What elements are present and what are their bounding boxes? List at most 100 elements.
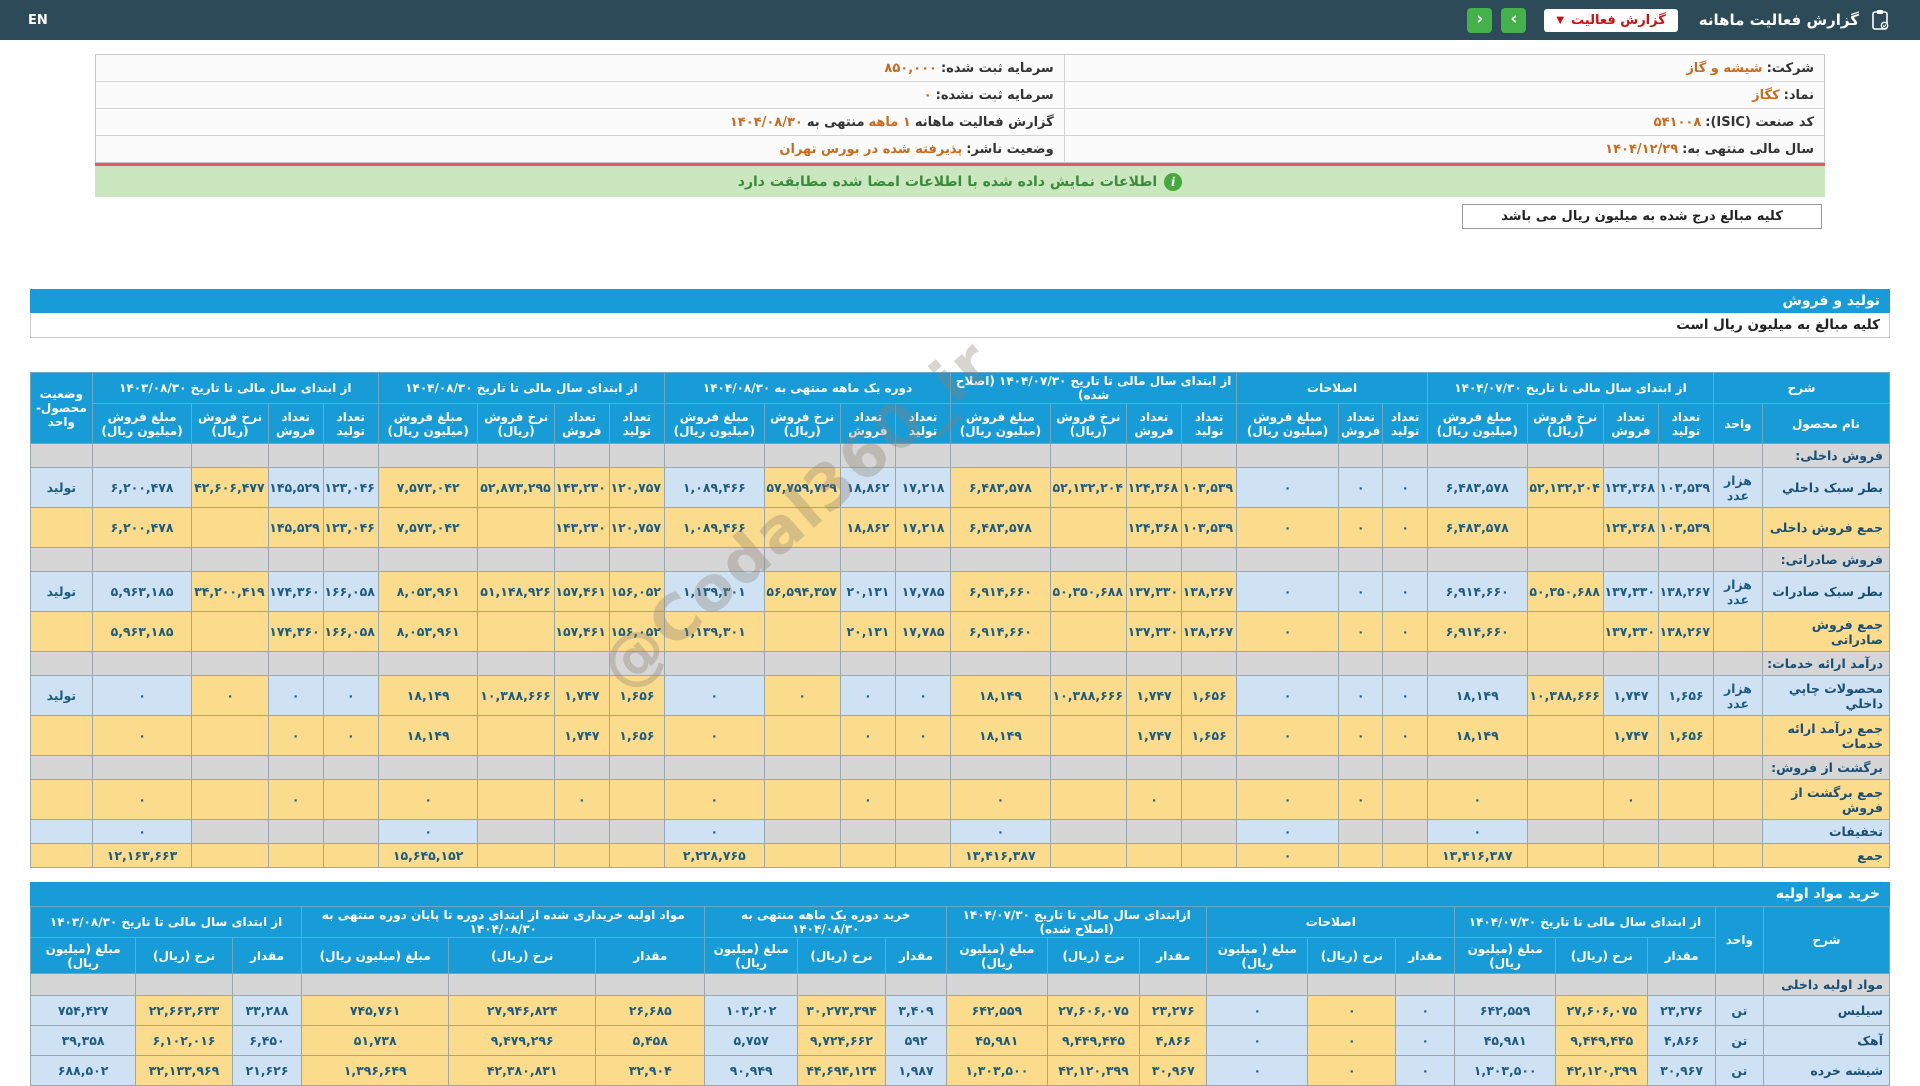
info-field-label: سرمایه ثبت نشده:: [935, 87, 1054, 103]
value-cell: ۱,۷۴۷: [1125, 675, 1183, 716]
value-cell: ۲۱,۶۲۶: [231, 1055, 303, 1086]
table-row: جمع برگشت از فروش ۰ ۰ ۰ ۰ ۰ ۰ ۰ ۰ ۰ ۰ ۰ ۰: [30, 779, 1891, 820]
info-field: سرمایه ثبت شده: ۸۵۰,۰۰۰: [96, 55, 1064, 81]
empty-cell: [322, 443, 379, 468]
value-cell: ۱۰,۳۸۸,۶۶۶: [1049, 675, 1128, 716]
value-cell: ۱,۷۴۷: [553, 715, 610, 756]
info-field-value: ۱۴۰۴/۱۲/۲۹: [1605, 141, 1679, 157]
next-report-button[interactable]: ›: [1501, 7, 1527, 33]
value-cell: [30, 611, 93, 652]
row-label-cell: بطر سبک صادرات: [1761, 571, 1891, 612]
company-info-row: شرکت: شیشه و گاز سرمایه ثبت شده: ۸۵۰,۰۰۰: [96, 55, 1824, 82]
report-type-dropdown[interactable]: گزارش فعالیت ▼: [1544, 8, 1678, 32]
value-cell: [1181, 779, 1238, 820]
value-cell: [608, 779, 665, 820]
value-cell: ۰: [950, 819, 1051, 844]
value-cell: ۶۴۲,۵۵۹: [945, 995, 1048, 1026]
empty-cell: [894, 651, 952, 676]
value-cell: ۱۳۸,۲۶۷: [1657, 571, 1715, 612]
value-cell: هزار عدد: [1713, 467, 1763, 508]
value-cell: [1713, 819, 1763, 844]
column-header: مبلغ فروش (میلیون ریال): [663, 403, 765, 444]
empty-cell: [1181, 651, 1238, 676]
empty-cell: [377, 547, 479, 572]
column-header: نرخ (ریال): [1555, 937, 1649, 974]
value-cell: ۰: [91, 675, 193, 716]
empty-cell: [1657, 443, 1715, 468]
value-cell: ۰: [839, 779, 896, 820]
value-cell: ۰: [1382, 675, 1428, 716]
previous-report-button[interactable]: ‹: [1467, 7, 1493, 33]
empty-cell: [1526, 651, 1604, 676]
empty-cell: [377, 651, 479, 676]
info-field-label: شرکت:: [1766, 60, 1814, 76]
value-cell: ۲۰,۱۳۱: [839, 571, 896, 612]
company-info-row: کد صنعت (ISIC): ۵۴۱۰۰۸ گزارش فعالیت ماهانه…: [96, 109, 1824, 136]
empty-cell: [1337, 651, 1384, 676]
info-field-value: ۱ ماهه: [868, 114, 911, 130]
value-cell: ۰: [377, 819, 479, 844]
value-cell: ۱,۷۴۷: [1602, 715, 1659, 756]
value-cell: ۶,۴۸۳,۵۷۸: [1426, 507, 1528, 548]
table-row: جمع فروش صادراتی ۱۳۸,۲۶۷ ۱۳۷,۳۳۰ ۶,۹۱۴,۶۶۰ ۰…: [30, 611, 1891, 652]
empty-cell: [477, 651, 555, 676]
value-cell: ۱۳,۴۱۶,۳۸۷: [950, 843, 1051, 868]
value-cell: ۴۲,۶۰۶,۴۷۷: [191, 467, 269, 508]
page-title: گزارش فعالیت ماهانه: [1698, 11, 1859, 29]
value-cell: ۰: [91, 819, 193, 844]
info-field-value: کگاز: [1752, 87, 1780, 103]
value-cell: ۹,۴۴۹,۴۴۵: [1555, 1025, 1649, 1056]
empty-cell: [595, 973, 706, 996]
value-cell: [1713, 779, 1763, 820]
value-cell: ۱,۷۴۷: [1125, 715, 1183, 756]
value-cell: ۵۹۲: [885, 1025, 947, 1056]
section-header-raw-materials-purchase: خرید مواد اولیه: [30, 882, 1890, 906]
empty-cell: [839, 443, 896, 468]
value-cell: ۰: [663, 675, 765, 716]
value-cell: ۰: [950, 779, 1051, 820]
value-cell: [477, 819, 555, 844]
value-cell: [1337, 819, 1384, 844]
value-cell: [763, 507, 841, 548]
empty-cell: [1382, 651, 1428, 676]
empty-cell: [1046, 973, 1141, 996]
empty-cell: [30, 443, 93, 468]
value-cell: ۱۳۷,۳۳۰: [1602, 571, 1659, 612]
column-header: نرخ فروش (ریال): [763, 403, 841, 444]
value-cell: ۱۲۴,۳۶۸: [1125, 507, 1183, 548]
empty-cell: [553, 443, 610, 468]
value-cell: ۵۰,۳۵۰,۶۸۸: [1049, 571, 1128, 612]
value-cell: [1713, 507, 1763, 548]
empty-cell: [608, 651, 665, 676]
value-cell: [1337, 843, 1384, 868]
empty-cell: [267, 755, 324, 780]
value-cell: ۲۷,۶۰۶,۰۷۵: [1046, 995, 1141, 1026]
empty-cell: [1181, 443, 1238, 468]
value-cell: [191, 819, 269, 844]
value-cell: ۱۷,۷۸۵: [894, 611, 952, 652]
value-cell: [763, 611, 841, 652]
column-header: مبلغ (میلیون ریال): [301, 937, 450, 974]
value-cell: ۱,۶۵۶: [1657, 715, 1715, 756]
empty-cell: [448, 973, 597, 996]
value-cell: ۰: [1236, 819, 1339, 844]
value-cell: ۰: [894, 715, 952, 756]
column-group-header: از ابتدای سال مالی تا تاریخ ۱۴۰۴/۰۷/۳۰: [1454, 906, 1716, 938]
column-header: نرخ فروش (ریال): [477, 403, 555, 444]
value-cell: هزار عدد: [1713, 571, 1763, 612]
value-cell: ۱۸,۱۴۹: [950, 715, 1051, 756]
column-header: نرخ فروش (ریال): [191, 403, 269, 444]
language-switch-link[interactable]: EN: [28, 12, 48, 28]
value-cell: [1602, 819, 1659, 844]
empty-cell: [663, 651, 765, 676]
value-cell: ۵۷,۷۵۹,۷۲۹: [763, 467, 841, 508]
value-cell: [1049, 843, 1128, 868]
row-label-cell: شیشه خرده: [1762, 1055, 1891, 1086]
value-cell: [1125, 819, 1183, 844]
empty-cell: [704, 973, 798, 996]
value-cell: [191, 507, 269, 548]
value-cell: ۰: [1382, 507, 1428, 548]
empty-cell: [1337, 547, 1384, 572]
empty-cell: [950, 651, 1051, 676]
value-cell: [894, 779, 952, 820]
